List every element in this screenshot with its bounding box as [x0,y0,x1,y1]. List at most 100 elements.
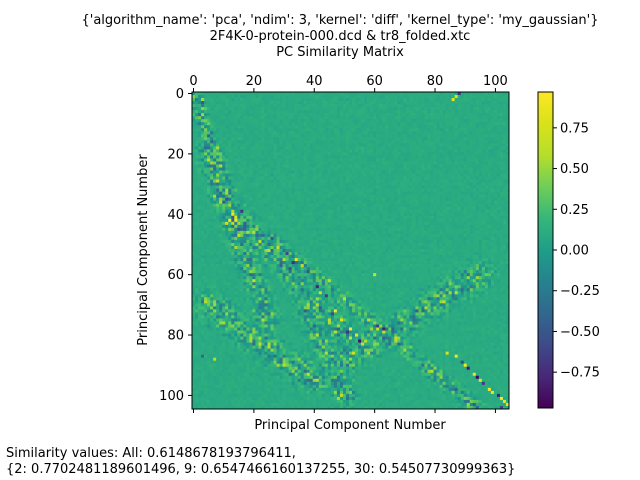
heatmap-cell [213,146,217,150]
heatmap-cell [204,170,208,174]
heatmap-cell [484,185,489,189]
heatmap-cell [327,227,332,232]
heatmap-cell [321,143,326,147]
heatmap-cell [487,221,492,226]
heatmap-cell [430,149,434,153]
heatmap-cell [240,173,244,177]
heatmap-cell [397,167,401,171]
heatmap-cell [216,164,220,168]
heatmap-cell [318,203,323,208]
heatmap-cell [478,149,483,153]
heatmap-cell [225,224,229,229]
heatmap-cell [285,158,289,162]
heatmap-cell [403,155,407,159]
heatmap-cell [424,116,428,120]
heatmap-cell [336,209,341,214]
heatmap-cell [391,173,395,177]
heatmap-cell [412,170,416,174]
heatmap-cell [285,146,289,150]
heatmap-cell [460,113,465,117]
heatmap-cell [336,146,341,150]
heatmap-cell [324,140,329,144]
heatmap-cell [457,119,462,123]
heatmap-cell [273,158,277,162]
heatmap-cell [315,146,320,150]
heatmap-cell [436,167,440,171]
heatmap-cell [348,230,353,235]
heatmap-cell [454,170,459,174]
heatmap-cell [490,128,495,132]
heatmap-cell [451,131,456,135]
heatmap-cell [352,185,356,189]
heatmap-cell [303,95,308,99]
heatmap-cell [309,218,314,223]
heatmap-cell [484,200,489,205]
heatmap-cell [505,170,510,174]
heatmap-cell [505,179,510,183]
heatmap-cell [273,122,277,126]
heatmap-cell [355,197,359,202]
heatmap-cell [430,191,434,195]
heatmap-cell [297,110,302,114]
heatmap-cell [376,152,380,156]
heatmap-cell [442,170,446,174]
heatmap-cell [300,173,305,177]
heatmap-cell [463,95,468,99]
heatmap-cell [309,200,314,205]
heatmap-cell [288,134,292,138]
heatmap-cell [406,203,410,208]
heatmap-cell [424,182,428,186]
heatmap-cell [303,212,308,217]
heatmap-cell [415,221,419,226]
heatmap-cell [370,209,374,214]
heatmap-cell [252,179,256,183]
heatmap-cell [204,149,208,153]
heatmap-cell [258,167,262,171]
heatmap-cell [502,194,507,199]
heatmap-cell [273,203,277,208]
heatmap-cell [312,107,317,111]
heatmap-cell [249,95,253,99]
heatmap-cell [318,164,323,168]
heatmap-cell [451,161,456,165]
heatmap-cell [219,104,223,108]
heatmap-cell [502,182,507,186]
heatmap-cell [192,107,196,111]
heatmap-cell [288,224,292,229]
heatmap-cell [345,167,350,171]
heatmap-cell [324,176,329,180]
heatmap-cell [249,212,253,217]
heatmap-cell [469,203,474,208]
heatmap-cell [466,209,471,214]
heatmap-cell [258,224,262,229]
heatmap-cell [213,116,217,120]
heatmap-cell [448,218,452,223]
heatmap-cell [457,176,462,180]
heatmap-cell [439,107,443,111]
heatmap-cell [222,224,226,229]
heatmap-cell [373,149,377,153]
heatmap-cell [261,215,265,220]
heatmap-cell [279,227,283,232]
heatmap-cell [373,95,377,99]
heatmap-cell [418,92,422,96]
heatmap-cell [430,209,434,214]
heatmap-cell [493,176,498,180]
heatmap-cell [276,197,280,202]
heatmap-cell [210,215,214,220]
heatmap-cell [367,212,371,217]
heatmap-cell [300,182,305,186]
heatmap-cell [424,194,428,199]
heatmap-cell [324,179,329,183]
heatmap-cell [439,197,443,202]
heatmap-cell [487,203,492,208]
heatmap-cell [385,200,389,205]
heatmap-cell [282,131,286,135]
heatmap-cell [240,110,244,114]
heatmap-cell [228,155,232,159]
heatmap-cell [255,155,259,159]
heatmap-cell [288,206,292,211]
heatmap-cell [285,173,289,177]
heatmap-cell [213,224,217,229]
heatmap-cell [198,140,202,144]
